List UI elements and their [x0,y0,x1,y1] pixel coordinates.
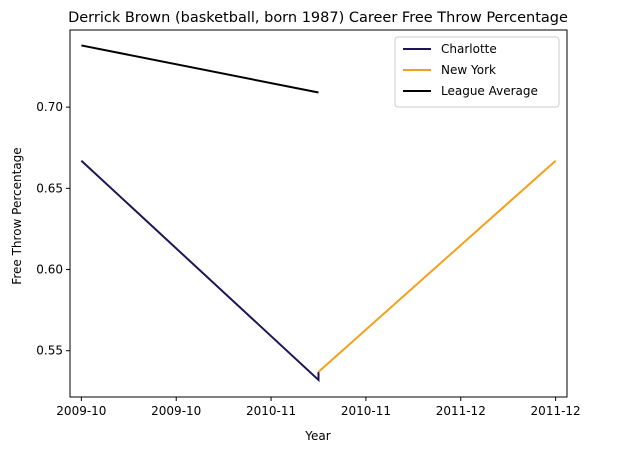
y-axis: 0.55 0.60 0.65 0.70 [36,100,70,358]
legend: Charlotte New York League Average [394,36,560,108]
x-tick-label: 2011-12 [531,404,581,418]
legend-label: Charlotte [441,42,497,56]
chart-title: Derrick Brown (basketball, born 1987) Ca… [68,10,568,26]
series-layer [80,44,557,383]
y-tick-label: 0.70 [36,100,63,114]
legend-box [394,36,560,108]
x-tick-label: 2010-11 [341,404,391,418]
x-axis-label: Year [304,429,330,443]
x-tick-label: 2009-10 [151,404,201,418]
x-tick-label: 2010-11 [246,404,296,418]
series-line-charlotte [80,159,320,383]
x-tick-label: 2009-10 [56,404,106,418]
plot-frame [69,29,568,398]
y-tick-label: 0.65 [36,181,63,195]
x-axis: 2009-10 2009-10 2010-11 2010-11 2011-12 2011-… [56,397,581,418]
x-tick-label: 2011-12 [436,404,486,418]
y-tick-label: 0.55 [36,344,63,358]
series-line-new-york [317,159,557,373]
y-tick-label: 0.60 [36,263,63,277]
legend-label: League Average [441,84,538,98]
legend-label: New York [441,63,496,77]
y-axis-label: Free Throw Percentage [10,147,24,284]
series-line-league-average [81,44,319,94]
